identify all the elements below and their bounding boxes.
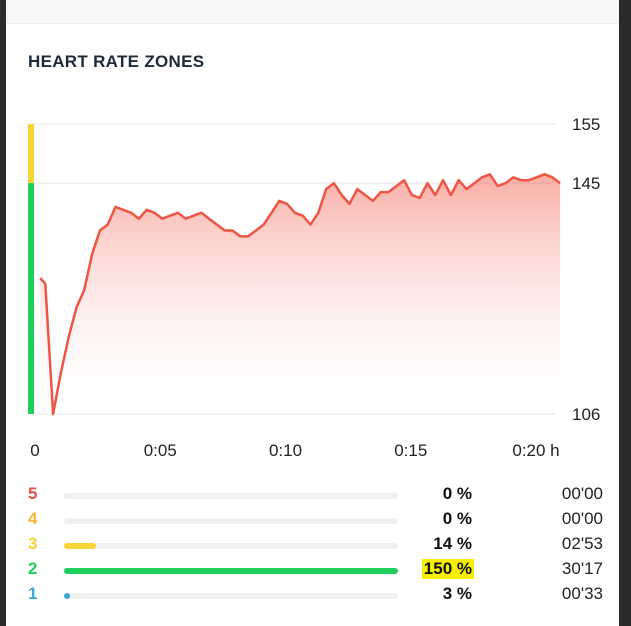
zone-bar-track (64, 518, 398, 524)
zone-row: 2 150 % 30'17 (6, 559, 619, 584)
x-tick-label: 0:10 (269, 441, 302, 460)
zone-percent: 3 % (442, 584, 472, 603)
top-strip (6, 0, 619, 24)
x-tick-label: 0:15 (394, 441, 427, 460)
y-tick-label: 155 (572, 115, 600, 134)
zone-number: 3 (28, 534, 38, 553)
zone-percent: 150 % (421, 559, 474, 579)
zone-row: 4 0 % 00'00 (6, 509, 619, 534)
x-tick-label: 0:05 (144, 441, 177, 460)
zone-duration: 00'00 (561, 509, 603, 528)
zone-bar-track (64, 593, 398, 599)
zone-number: 4 (28, 509, 38, 528)
zone-duration: 00'33 (561, 584, 603, 603)
zone-bar-fill (64, 593, 70, 599)
zone-duration: 02'53 (561, 534, 603, 553)
zone-percent: 14 % (433, 534, 472, 553)
x-tick-label: 0:20 h (512, 441, 559, 460)
zone-bar-fill (64, 543, 96, 549)
zone-row: 1 3 % 00'33 (6, 584, 619, 609)
zone-duration: 00'00 (561, 484, 603, 503)
heart-rate-zones-card: HEART RATE ZONES 155 145 106 0 0:05 0:10 0:15 0… (6, 0, 619, 626)
zone-number: 1 (28, 584, 38, 603)
zone-row: 3 14 % 02'53 (6, 534, 619, 559)
y-tick-label: 106 (572, 405, 600, 424)
zone-row: 5 0 % 00'00 (6, 484, 619, 509)
zone-bar-track (64, 493, 398, 499)
zone-bar-track (64, 543, 398, 549)
heart-rate-line (39, 173, 561, 416)
heart-rate-area (40, 174, 561, 414)
y-tick-label: 145 (572, 174, 600, 193)
zone-bar-track (64, 568, 398, 574)
heart-rate-chart: 155 145 106 0 0:05 0:10 0:15 0:20 h (28, 115, 600, 460)
zone-percent: 0 % (442, 509, 472, 528)
zone-percent: 0 % (442, 484, 472, 503)
card-title: HEART RATE ZONES (28, 52, 205, 71)
x-tick-label: 0 (30, 441, 39, 460)
zone-bar-fill (64, 568, 398, 574)
zone-duration: 30'17 (561, 559, 603, 578)
zone-number: 5 (28, 484, 38, 503)
zone-number: 2 (28, 559, 38, 578)
